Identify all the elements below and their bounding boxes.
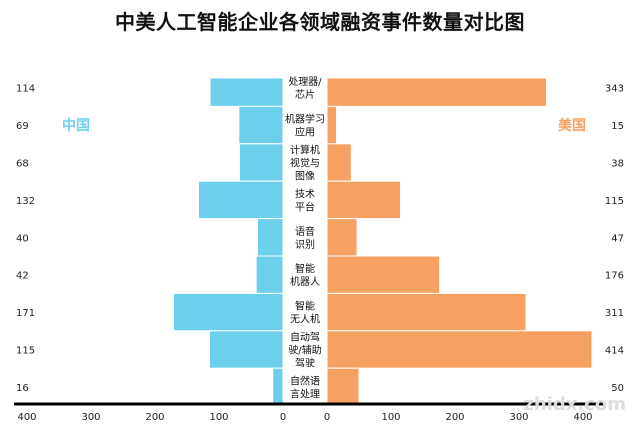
watermark-logo: zhidx.com [523, 394, 626, 415]
value-label-china: 132 [16, 196, 35, 207]
value-label-china: 40 [16, 233, 29, 244]
bar-usa [326, 292, 527, 332]
category-label: 处理器/ [288, 76, 322, 88]
x-tick-label-right: 300 [509, 412, 528, 423]
bar-usa [326, 367, 360, 407]
category-label: 机器人 [290, 275, 320, 288]
category-label: 计算机 [290, 144, 320, 157]
value-label-china: 68 [16, 159, 29, 170]
category-label: 机器学习 [285, 113, 325, 126]
bar-usa [326, 180, 402, 220]
x-tick-label-left: 400 [17, 412, 36, 423]
value-label-usa: 50 [611, 383, 624, 394]
bar-usa [326, 218, 358, 257]
category-label: 识别 [295, 239, 315, 251]
value-label-usa: 47 [611, 233, 624, 244]
category-label: 智能 [295, 300, 315, 313]
bar-china [238, 105, 284, 145]
category-label: 图像 [295, 171, 315, 183]
category-label: 视觉与 [290, 157, 320, 170]
chart-title: 中美人工智能企业各领域融资事件数量对比图 [115, 10, 525, 34]
value-label-china: 16 [16, 383, 29, 394]
bar-usa [326, 105, 338, 145]
category-label: 语音 [295, 225, 315, 238]
category-label: 驾驶 [295, 357, 315, 370]
value-label-china: 115 [16, 346, 35, 357]
bar-china [209, 77, 284, 107]
value-label-usa: 343 [605, 84, 624, 95]
x-tick-label-left: 200 [145, 412, 164, 423]
value-label-china: 171 [16, 308, 35, 319]
bar-china [272, 367, 284, 407]
x-tick-label-right: 100 [381, 412, 400, 423]
category-label: 自动驾 [290, 331, 320, 344]
x-tick-label-left: 100 [209, 412, 228, 423]
value-label-china: 114 [16, 84, 35, 95]
category-label: 无人机 [290, 313, 320, 326]
category-label: 技术 [295, 187, 315, 200]
bar-usa [326, 255, 441, 294]
x-tick-label-right: 0 [324, 412, 330, 423]
value-label-usa: 15 [611, 121, 624, 132]
category-label: 应用 [295, 126, 315, 139]
category-label: 言处理 [290, 387, 320, 400]
bar-china [198, 180, 284, 220]
value-label-usa: 115 [605, 196, 624, 207]
value-label-usa: 311 [605, 308, 624, 319]
value-label-usa: 38 [611, 159, 624, 170]
x-tick-label-right: 200 [445, 412, 464, 423]
legend-china: 中国 [62, 117, 90, 134]
category-label: 平台 [295, 200, 315, 213]
x-tick-label-right: 400 [573, 412, 592, 423]
bar-china [255, 255, 284, 294]
x-tick-label-left: 0 [280, 412, 286, 423]
value-label-usa: 414 [605, 346, 624, 357]
bar-usa [326, 330, 593, 369]
category-label: 芯片 [295, 88, 315, 101]
x-tick-label-left: 300 [81, 412, 100, 423]
category-label: 智能 [295, 262, 315, 275]
bar-usa [326, 77, 548, 107]
bar-china [256, 218, 284, 257]
category-label: 驶/辅助 [288, 344, 321, 357]
category-label: 自然语 [290, 374, 320, 387]
legend-usa: 美国 [558, 117, 586, 134]
value-label-usa: 176 [605, 271, 624, 282]
value-label-china: 69 [16, 121, 29, 132]
bar-china [238, 143, 284, 182]
value-label-china: 42 [16, 271, 29, 282]
bar-china [173, 292, 284, 332]
bar-usa [326, 143, 352, 182]
bar-china [208, 330, 284, 369]
